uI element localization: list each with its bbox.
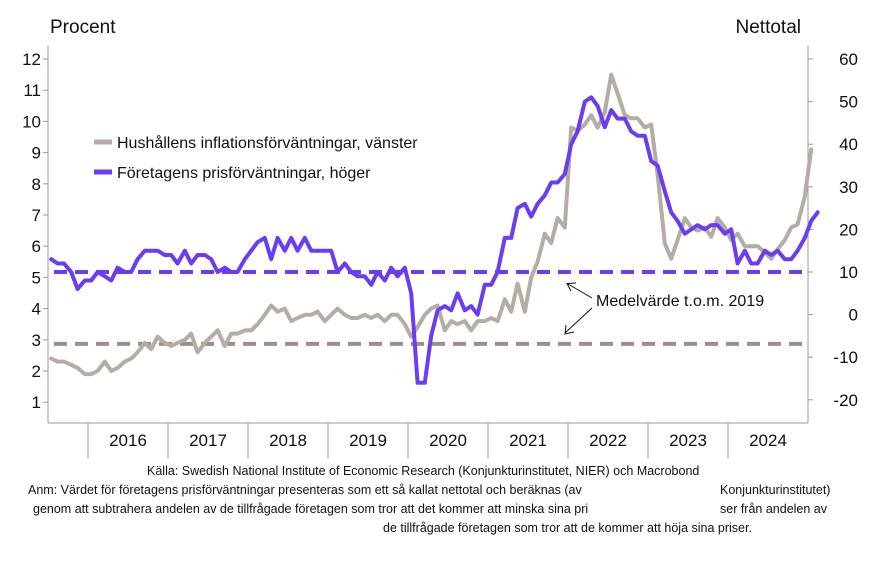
series-lines — [49, 72, 820, 385]
annotation-arrow-1 — [567, 283, 593, 299]
left-tick-label: 9 — [32, 144, 41, 163]
right-tick-label: -10 — [833, 348, 858, 367]
series-line-1 — [49, 72, 814, 377]
x-tick-label: 2016 — [109, 431, 147, 450]
note-line-3a: genom att subtrahera andelen av de tillf… — [33, 502, 589, 516]
left-tick-label: 12 — [22, 50, 41, 69]
note-line-3b: ser från andelen av — [720, 502, 828, 516]
right-tick-label: 30 — [839, 178, 858, 197]
x-tick-label: 2017 — [189, 431, 227, 450]
left-tick-label: 1 — [32, 393, 41, 412]
right-axis-title: Nettotal — [736, 17, 801, 38]
note-line-2a: Anm: Värdet för företagens prisförväntni… — [28, 483, 582, 497]
legend-label-2: Företagens prisförväntningar, höger — [117, 165, 371, 182]
chart: Procent Nettotal 123456789101112-20-1001… — [22, 17, 858, 459]
x-tick-label: 2018 — [269, 431, 307, 450]
right-tick-label: 60 — [839, 50, 858, 69]
x-tick-label: 2021 — [509, 431, 547, 450]
right-tick-label: 50 — [839, 93, 858, 112]
annotation-label: Medelvärde t.o.m. 2019 — [596, 293, 764, 310]
note-line-4: de tillfrågade företagen som tror att de… — [383, 521, 752, 535]
note-line-2b: Konjunkturinstitutet) — [720, 483, 831, 497]
annotation-arrowhead-1 — [566, 282, 577, 292]
left-axis-title: Procent — [50, 17, 116, 38]
right-tick-label: 10 — [839, 263, 858, 282]
left-tick-label: 3 — [32, 331, 41, 350]
x-tick-label: 2020 — [429, 431, 467, 450]
right-tick-label: 0 — [849, 306, 858, 325]
x-tick-label: 2024 — [749, 431, 787, 450]
left-tick-label: 8 — [32, 175, 41, 194]
right-tick-label: 20 — [839, 220, 858, 239]
left-tick-label: 5 — [32, 268, 41, 287]
series-line-2 — [49, 95, 820, 385]
x-tick-label: 2022 — [589, 431, 627, 450]
right-tick-label: 40 — [839, 135, 858, 154]
left-tick-label: 4 — [32, 300, 41, 319]
right-tick-label: -20 — [833, 391, 858, 410]
legend: Hushållens inflationsförväntningar, väns… — [94, 134, 418, 182]
annotation-arrow-2 — [564, 307, 593, 334]
left-tick-label: 2 — [32, 362, 41, 381]
x-tick-label: 2023 — [669, 431, 707, 450]
x-tick-label: 2019 — [349, 431, 387, 450]
annotation: Medelvärde t.o.m. 2019 — [564, 282, 764, 335]
source-note: Källa: Swedish National Institute of Eco… — [147, 464, 700, 478]
left-tick-label: 10 — [22, 112, 41, 131]
annotation-arrowhead-2 — [564, 324, 575, 335]
legend-label-1: Hushållens inflationsförväntningar, väns… — [117, 134, 418, 152]
left-tick-label: 6 — [32, 237, 41, 256]
left-tick-label: 11 — [23, 81, 41, 100]
left-tick-label: 7 — [32, 206, 41, 225]
